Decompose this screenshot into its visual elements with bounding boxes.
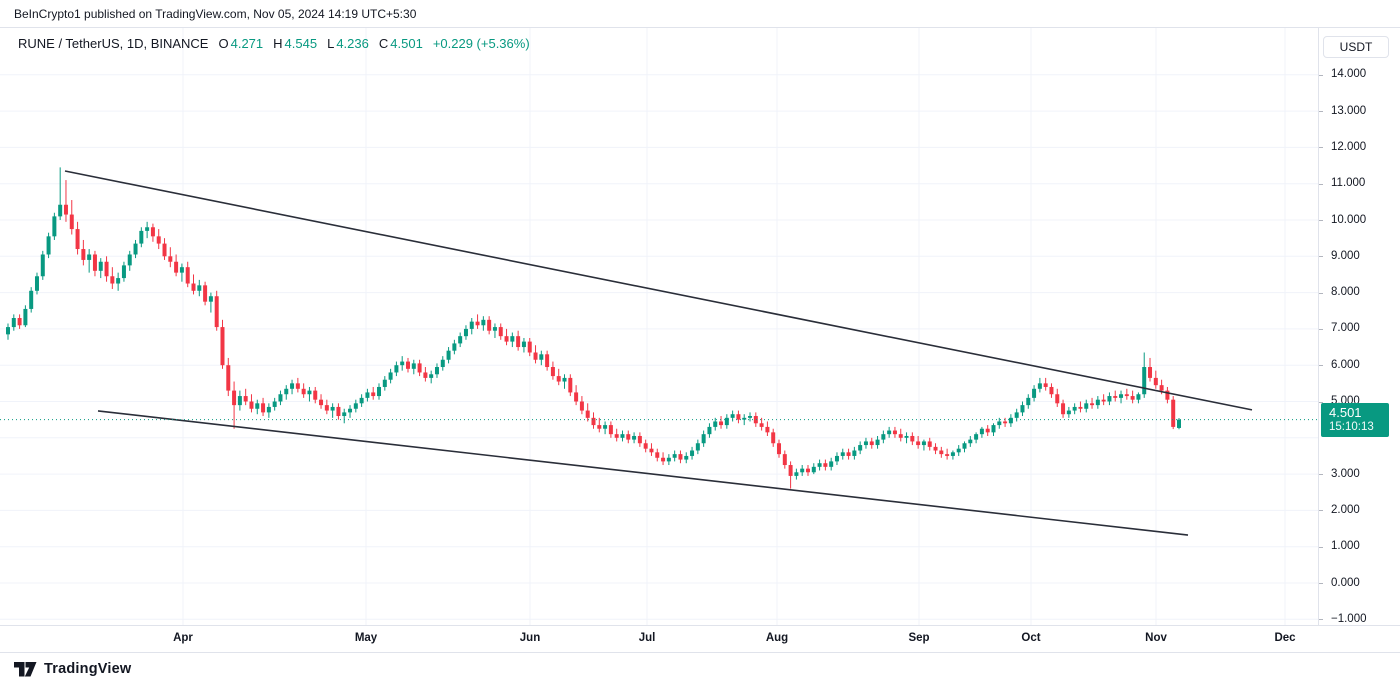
price-axis-tick	[1319, 220, 1323, 221]
price-axis-label: 7.000	[1331, 322, 1360, 335]
price-axis-label: 2.000	[1331, 503, 1360, 516]
time-axis-label-may: May	[354, 632, 378, 644]
time-axis-label-jul: Jul	[638, 632, 656, 644]
ohlc-open: O 4.271	[218, 36, 264, 51]
price-axis-tick	[1319, 74, 1323, 76]
time-axis[interactable]: Apr May Jun Jul Aug Sep Oct Nov Dec	[0, 625, 1400, 652]
time-axis-label-aug: Aug	[765, 632, 789, 644]
candlestick-layer	[6, 167, 1181, 489]
price-axis-label: −1.000	[1331, 612, 1367, 625]
price-axis[interactable]: USDT 4.501 15:10:13 14.000 13.000 12.000 11…	[1318, 28, 1400, 625]
price-axis-label: 1.000	[1331, 540, 1360, 553]
price-axis-label: 10.000	[1331, 213, 1367, 226]
last-price-value: 4.501	[1329, 404, 1362, 420]
price-axis-label: 8.000	[1331, 286, 1360, 299]
price-axis-label: 6.000	[1331, 358, 1360, 371]
price-axis-label: 13.000	[1331, 104, 1367, 117]
currency-toggle-button[interactable]: USDT	[1323, 36, 1389, 58]
price-axis-tick	[1319, 111, 1323, 113]
tradingview-logo-icon[interactable]	[14, 661, 37, 678]
chart-region: RUNE / TetherUS, 1D, BINANCE O 4.271 H 4.5…	[0, 28, 1400, 625]
time-axis-label-dec: Dec	[1274, 632, 1296, 644]
price-axis-tick	[1319, 256, 1323, 258]
ohlc-low: L 4.236	[327, 36, 369, 51]
time-axis-label-sep: Sep	[908, 632, 930, 644]
ohlc-high: H 4.545	[273, 36, 318, 51]
chart-canvas[interactable]	[0, 28, 1318, 625]
price-axis-tick	[1319, 619, 1323, 621]
price-axis-label: 12.000	[1331, 140, 1367, 153]
price-axis-label: 9.000	[1331, 249, 1360, 262]
price-axis-tick	[1319, 474, 1323, 476]
price-axis-tick	[1319, 401, 1323, 403]
chart-legend: RUNE / TetherUS, 1D, BINANCE O 4.271 H 4.5…	[18, 36, 530, 51]
grid-layer	[0, 28, 1318, 625]
price-axis-tick	[1319, 183, 1323, 185]
time-axis-label-oct: Oct	[1021, 632, 1041, 644]
price-axis-tick	[1319, 147, 1323, 149]
lower-descending-trendline[interactable]	[97, 410, 1189, 536]
symbol-title: RUNE / TetherUS, 1D, BINANCE	[18, 36, 209, 51]
change-value: +0.229 (+5.36%)	[432, 36, 530, 51]
bar-countdown: 15:10:13	[1329, 420, 1374, 433]
price-axis-tick	[1319, 510, 1323, 512]
price-axis-tick	[1319, 292, 1323, 294]
attribution-bar: BeInCrypto1 published on TradingView.com…	[0, 0, 1400, 28]
last-price-badge: 4.501 15:10:13	[1321, 402, 1389, 437]
attribution-text: BeInCrypto1 published on TradingView.com…	[14, 6, 417, 21]
ohlc-close: C 4.501	[378, 36, 423, 51]
price-axis-label: 0.000	[1331, 576, 1360, 589]
price-axis-tick	[1319, 328, 1323, 330]
tradingview-brand-link[interactable]: TradingView	[44, 661, 132, 677]
upper-descending-trendline[interactable]	[64, 170, 1253, 411]
price-axis-tick	[1319, 365, 1323, 367]
footer-bar: TradingView	[0, 652, 1400, 685]
price-axis-tick	[1319, 583, 1323, 584]
price-axis-tick	[1319, 546, 1323, 548]
price-axis-label: 3.000	[1331, 467, 1360, 480]
price-axis-label: 11.000	[1331, 177, 1366, 190]
time-axis-label-apr: Apr	[173, 632, 193, 644]
time-axis-label-nov: Nov	[1145, 632, 1167, 644]
time-axis-label-jun: Jun	[519, 632, 541, 644]
price-axis-label: 14.000	[1331, 68, 1367, 81]
